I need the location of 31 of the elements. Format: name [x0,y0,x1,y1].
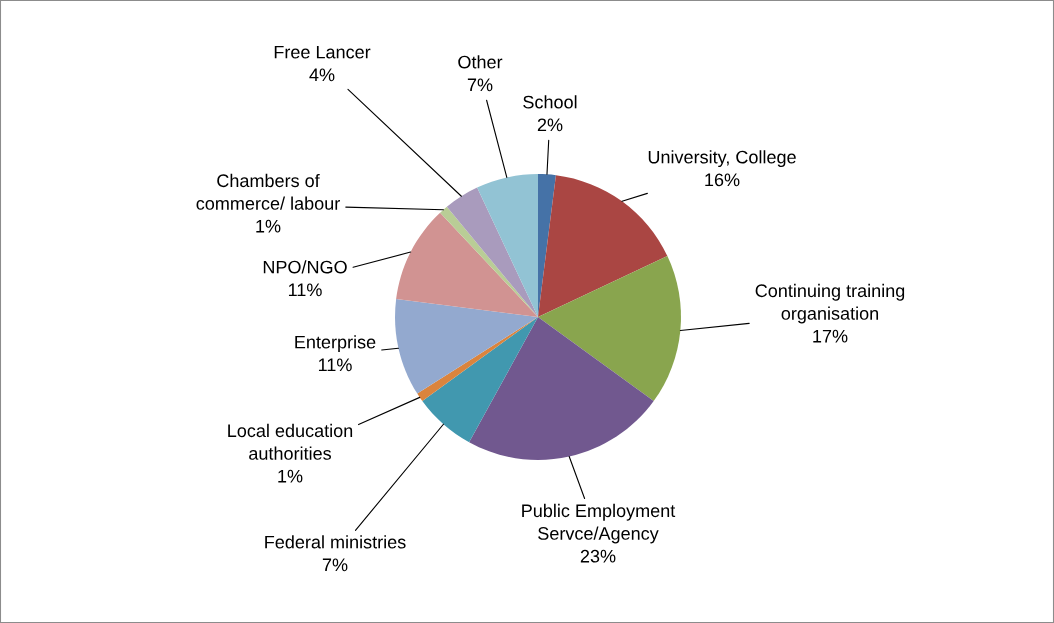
slice-label: School [523,95,577,109]
data-label: 1% [278,469,303,483]
slice-label: Federal ministries [265,535,406,549]
data-label: 16% [705,173,740,187]
slice-label: Continuing training organisation [755,283,905,324]
data-label: 1% [256,219,281,233]
slice-label: NPO/NGO [263,260,347,274]
slice-label: University, College [648,150,796,168]
pie-slice [417,317,538,402]
pie-slice [538,256,681,402]
slice-label: Local education authorities [228,423,353,460]
slice-label: Enterprise [295,335,376,353]
slice-label: Public Employment Servce/Agency [522,503,676,544]
pie-slice [396,212,538,317]
data-label: 23% [580,549,616,563]
pie-slice [477,174,538,317]
data-label: 11% [288,283,322,297]
slice-label: Chambers of commerce/ labour [196,173,340,210]
data-label: 17% [813,329,848,343]
pie-slice [538,175,668,317]
data-label: 7% [467,78,493,92]
data-label: 7% [322,558,348,572]
data-label: 4% [309,68,335,82]
slice-label: Free Lancer [274,45,371,59]
data-label: 11% [318,358,352,372]
data-label: 2% [537,118,563,132]
pie-slice [395,299,538,394]
slice-label: Other [458,55,503,69]
pie-slice [422,317,538,443]
pie-slice [469,317,654,460]
pie-slice [446,187,538,317]
